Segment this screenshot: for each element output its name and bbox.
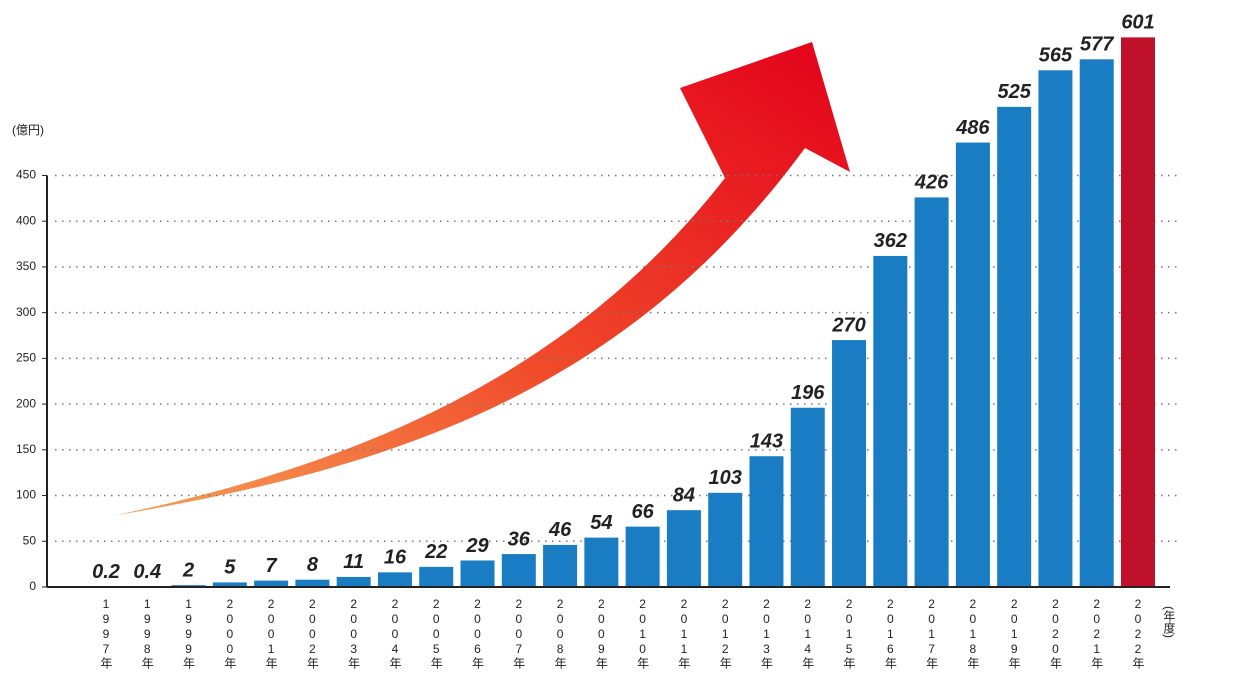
bar [295, 580, 329, 587]
bar [749, 456, 783, 587]
x-tick-label: 2000年 [223, 597, 237, 670]
value-label: 270 [831, 314, 865, 336]
value-label: 601 [1121, 12, 1154, 34]
x-tick-label: 2018年 [966, 597, 980, 670]
value-label: 2 [182, 559, 194, 581]
x-tick-label: 2016年 [883, 597, 897, 670]
value-label: 36 [508, 528, 531, 550]
value-label: 84 [673, 484, 695, 506]
x-tick-label: 2004年 [388, 597, 402, 670]
x-tick-label: 2010年 [636, 597, 650, 670]
value-label: 46 [548, 519, 572, 541]
x-tick-label: 2014年 [801, 597, 815, 670]
bar [832, 340, 866, 587]
value-label: 29 [465, 535, 489, 557]
bar [419, 567, 453, 587]
bar [461, 560, 495, 587]
value-label: 22 [424, 541, 447, 563]
x-tick-label: 2011年 [677, 597, 691, 670]
value-label: 66 [632, 501, 655, 523]
bar [378, 572, 412, 587]
bar [1121, 37, 1155, 587]
value-label: 196 [791, 382, 825, 404]
value-label: 565 [1039, 45, 1073, 67]
value-label: 577 [1080, 34, 1114, 56]
x-tick-label: 2019年 [1007, 597, 1021, 670]
bar [873, 256, 907, 587]
value-label: 0.4 [133, 561, 161, 583]
x-tick-label: 2008年 [553, 597, 567, 670]
x-tick-label: 2007年 [512, 597, 526, 670]
x-tick-label: 2013年 [759, 597, 773, 670]
bar [502, 554, 536, 587]
y-tick-label: 250 [16, 351, 36, 365]
bar [997, 107, 1031, 587]
x-tick-label: 1999年 [182, 597, 196, 670]
y-tick-label: 350 [16, 259, 36, 273]
y-unit: (億円) [12, 123, 44, 137]
value-label: 11 [343, 551, 364, 573]
y-tick-label: 400 [16, 213, 36, 227]
value-label: 486 [955, 117, 990, 139]
bar [337, 577, 371, 587]
x-tick-label: 1998年 [140, 597, 154, 670]
y-tick-label: 50 [23, 533, 37, 547]
bar [626, 527, 660, 587]
growth-arrow [112, 42, 850, 516]
bar [791, 408, 825, 587]
x-tick-label: 2005年 [429, 597, 443, 670]
value-label: 103 [709, 467, 742, 489]
y-tick-label: 0 [29, 579, 36, 593]
y-tick-label: 200 [16, 396, 36, 410]
y-tick-label: 100 [16, 488, 36, 502]
x-tick-label: 2021年 [1090, 597, 1104, 670]
y-tick-label: 150 [16, 442, 36, 456]
x-tick-label: 2009年 [594, 597, 608, 670]
value-label: 426 [914, 172, 949, 194]
x-tick-label: 2001年 [264, 597, 278, 670]
bar [915, 197, 949, 587]
value-label: 5 [224, 557, 236, 579]
x-tick-label: 2022年 [1131, 597, 1145, 670]
value-label: 7 [266, 555, 278, 577]
x-tick-label: 2020年 [1048, 597, 1062, 670]
value-label: 8 [307, 554, 319, 576]
bar [1038, 70, 1072, 587]
x-tick-label: 2017年 [925, 597, 939, 670]
x-tick-label: 2015年 [842, 597, 856, 670]
bar [1080, 59, 1114, 587]
value-label: 54 [590, 512, 612, 534]
bar [708, 493, 742, 587]
value-label: 0.2 [92, 561, 120, 583]
bar [584, 538, 618, 587]
value-label: 143 [750, 431, 783, 453]
x-tick-label: 2012年 [718, 597, 732, 670]
x-unit: (年度) [1162, 606, 1176, 638]
x-tick-label: 1997年 [99, 597, 113, 670]
x-tick-label: 2006年 [471, 597, 485, 670]
x-tick-label: 2002年 [305, 597, 319, 670]
bar [956, 143, 990, 587]
bar [543, 545, 577, 587]
y-tick-label: 450 [16, 168, 36, 182]
value-label: 525 [997, 81, 1031, 103]
value-label: 16 [384, 547, 407, 569]
bar [667, 510, 701, 587]
x-tick-label: 2003年 [347, 597, 361, 670]
value-label: 362 [874, 230, 907, 252]
y-tick-label: 300 [16, 305, 36, 319]
